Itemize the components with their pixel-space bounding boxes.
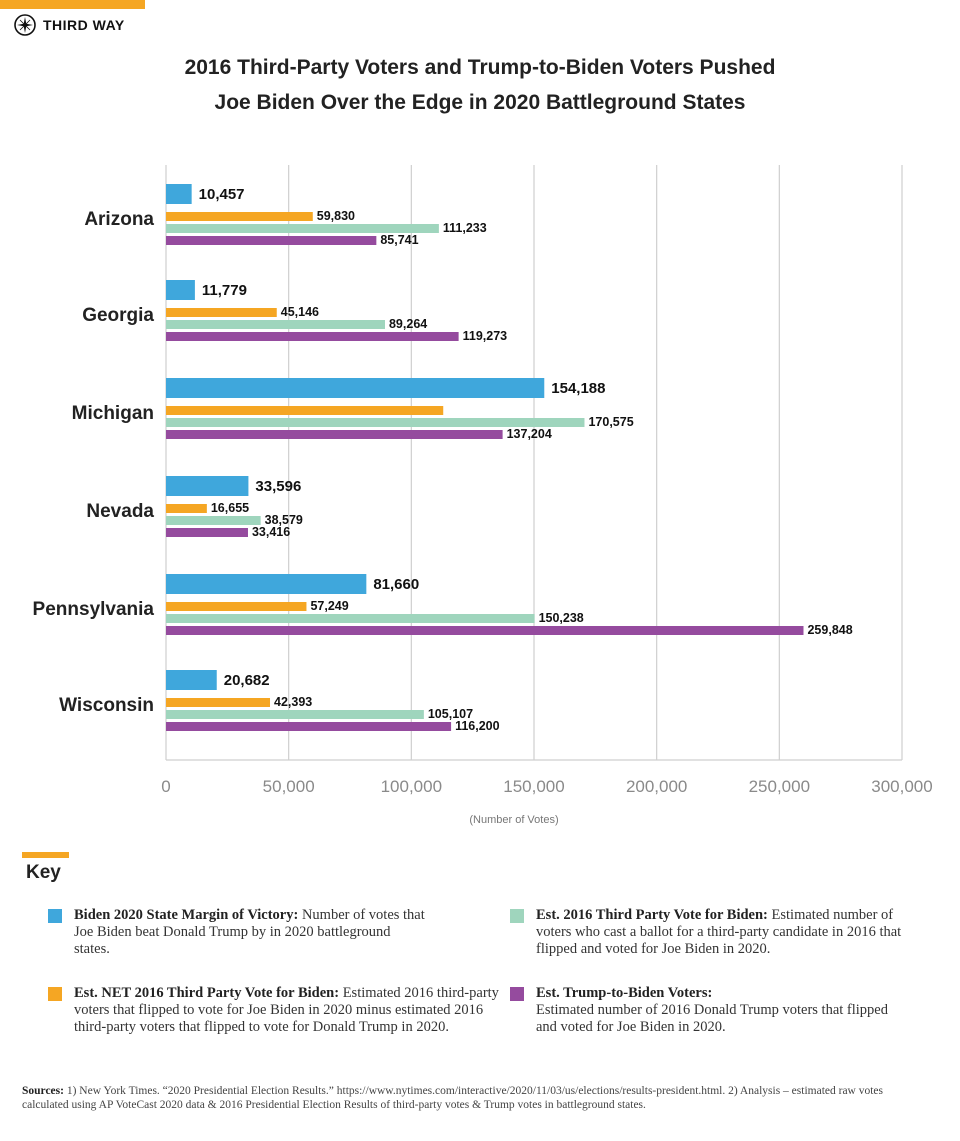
bar (166, 320, 385, 329)
legend-item-margin-of-victory: Biden 2020 State Margin of Victory: Numb… (48, 907, 428, 958)
x-axis-label: (Number of Votes) (469, 814, 558, 826)
bar (166, 670, 217, 690)
data-label: 38,579 (265, 513, 303, 527)
sources-note: Sources: 1) New York Times. “2020 Presid… (22, 1085, 932, 1112)
data-label: 45,146 (281, 305, 319, 319)
data-label: 59,830 (317, 209, 355, 223)
bar (166, 516, 261, 525)
bar (166, 476, 249, 496)
chart-title-line-2: Joe Biden Over the Edge in 2020 Battlegr… (214, 91, 746, 114)
legend-label: Est. NET 2016 Third Party Vote for Biden… (74, 985, 340, 1001)
data-label: 111,233 (443, 221, 487, 235)
data-label: 33,596 (255, 478, 301, 495)
data-label: 137,204 (507, 427, 552, 441)
top-accent-bar (0, 0, 145, 9)
chart-title-line-1: 2016 Third-Party Voters and Trump-to-Bid… (184, 56, 776, 79)
x-tick-label: 50,000 (263, 777, 315, 796)
data-label: 42,393 (274, 695, 312, 709)
data-label: 116,200 (455, 719, 500, 733)
legend-description: Number of votes that Joe Biden beat Dona… (74, 907, 425, 957)
category-label: Arizona (84, 209, 154, 230)
bar (166, 236, 377, 245)
category-label: Michigan (72, 403, 154, 424)
bar (166, 308, 277, 317)
legend-swatch-green (510, 909, 524, 923)
x-tick-label: 200,000 (626, 777, 687, 796)
data-label: 57,249 (310, 599, 348, 613)
legend-label: Biden 2020 State Margin of Victory: (74, 907, 299, 923)
data-label: 89,264 (389, 317, 427, 331)
bar (166, 418, 585, 427)
legend-description: Estimated 2016 third-party voters that f… (74, 985, 499, 1035)
bar (166, 528, 248, 537)
data-label: 16,655 (211, 501, 249, 515)
legend-swatch-purple (510, 987, 524, 1001)
bar (166, 504, 207, 513)
x-tick-label: 0 (161, 777, 170, 796)
bar (166, 614, 535, 623)
x-tick-label: 150,000 (503, 777, 564, 796)
third-way-logo: THIRD WAY (14, 14, 125, 36)
bar (166, 212, 313, 221)
bar (166, 430, 503, 439)
data-label: 154,188 (551, 380, 605, 397)
category-label: Nevada (86, 501, 154, 522)
data-label: 11,779 (202, 282, 247, 299)
bar (166, 574, 367, 594)
key-title: Key (26, 862, 61, 883)
bar (166, 184, 192, 204)
bar (166, 710, 424, 719)
key-accent-bar (22, 852, 69, 858)
data-label: 85,741 (380, 233, 418, 247)
legend-description: Estimated number of voters who cast a ba… (536, 907, 902, 957)
bar (166, 332, 459, 341)
bar (166, 280, 195, 300)
legend-label: Est. 2016 Third Party Vote for Biden: (536, 907, 768, 923)
data-label: 150,238 (539, 611, 584, 625)
data-label: 259,848 (807, 623, 852, 637)
bar (166, 602, 307, 611)
data-label: 105,107 (428, 707, 473, 721)
legend-item-third-party: Est. 2016 Third Party Vote for Biden: Es… (510, 907, 910, 958)
bar (166, 378, 545, 398)
data-label: 20,682 (224, 672, 270, 689)
legend-description: Estimated number of 2016 Donald Trump vo… (536, 1002, 888, 1035)
x-tick-label: 100,000 (381, 777, 442, 796)
bar-chart: 0 50,000 100,000 150,000 200,000 250,000 300,0… (33, 165, 933, 826)
brand-name: THIRD WAY (43, 17, 125, 33)
bar (166, 722, 452, 731)
x-tick-label: 300,000 (871, 777, 932, 796)
chart-title: 2016 Third-Party Voters and Trump-to-Bid… (0, 50, 960, 120)
bar (166, 626, 804, 635)
category-label: Pennsylvania (33, 599, 155, 620)
legend-label: Est. Trump-to-Biden Voters: (536, 985, 713, 1001)
data-label: 170,575 (588, 415, 633, 429)
legend-swatch-blue (48, 909, 62, 923)
data-label: 33,416 (252, 525, 290, 539)
x-tick-label: 250,000 (749, 777, 810, 796)
legend-item-net-third-party: Est. NET 2016 Third Party Vote for Biden… (48, 985, 503, 1036)
legend-swatch-orange (48, 987, 62, 1001)
legend-item-trump-to-biden: Est. Trump-to-Biden Voters: Estimated num… (510, 985, 910, 1036)
sources-text: 1) New York Times. “2020 Presidential El… (22, 1085, 884, 1111)
sources-label: Sources: (22, 1085, 64, 1097)
bar (166, 406, 444, 415)
category-label: Wisconsin (59, 695, 154, 716)
compass-logo-icon (14, 14, 36, 36)
data-label: 119,273 (463, 329, 508, 343)
data-label: 10,457 (199, 186, 245, 203)
category-label: Georgia (82, 305, 154, 326)
data-label: 81,660 (373, 576, 419, 593)
bar (166, 698, 271, 707)
bar (166, 224, 439, 233)
